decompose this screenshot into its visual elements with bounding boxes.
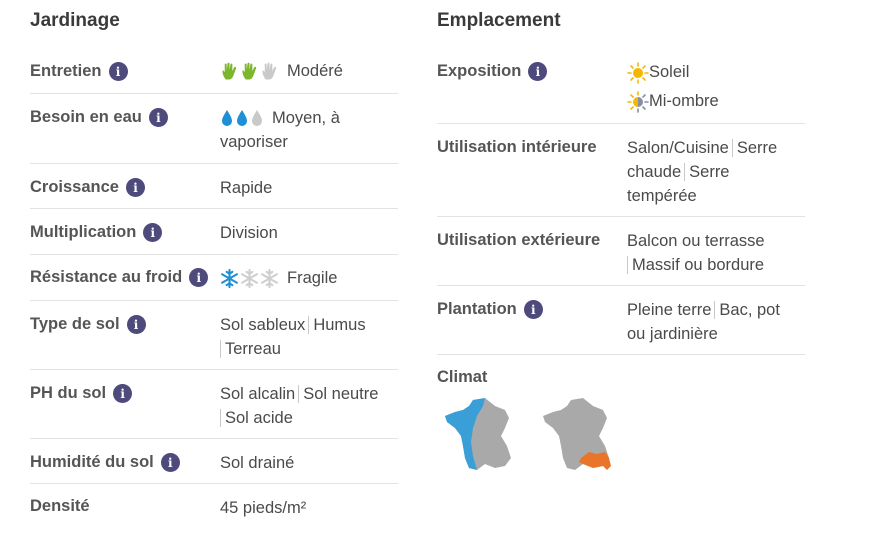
row-resistance-froid: Résistance au froid i Fragile bbox=[30, 266, 398, 301]
value-multiplication: Division bbox=[220, 224, 278, 242]
label-plantation: Plantation bbox=[437, 300, 517, 318]
entretien-hands bbox=[220, 61, 279, 81]
row-besoin-eau: Besoin en eau i Moyen, à vaporiser bbox=[30, 106, 398, 164]
eau-drops bbox=[220, 108, 264, 128]
info-icon[interactable]: i bbox=[126, 315, 146, 334]
interieure-item: Salon/Cuisine bbox=[627, 139, 729, 157]
label-type-sol: Type de sol bbox=[30, 315, 120, 333]
label-entretien: Entretien bbox=[30, 62, 102, 80]
row-plantation: Plantation i Pleine terre Bac, pot ou jar… bbox=[437, 298, 805, 355]
climat-mediterraneen-map bbox=[543, 398, 611, 470]
plantation-item: Bac, pot bbox=[714, 301, 780, 319]
row-densite: Densité 45 pieds/m² bbox=[30, 496, 398, 526]
label-densite: Densité bbox=[30, 497, 90, 515]
info-icon[interactable]: i bbox=[189, 268, 209, 287]
plantation-item: Pleine terre bbox=[627, 301, 712, 319]
climat-ouest-map bbox=[445, 398, 511, 470]
hand-icon bbox=[262, 62, 277, 80]
info-icon[interactable]: i bbox=[125, 178, 145, 197]
label-humidite-sol: Humidité du sol bbox=[30, 453, 154, 471]
type-sol-item: Terreau bbox=[220, 340, 281, 358]
value-croissance: Rapide bbox=[220, 179, 273, 197]
value-besoin-eau-2: vaporiser bbox=[220, 133, 288, 151]
row-utilisation-exterieure: Utilisation extérieure Balcon ou terrass… bbox=[437, 229, 805, 286]
row-entretien: Entretien i Modéré bbox=[30, 58, 398, 94]
row-multiplication: Multiplication i Division bbox=[30, 221, 398, 255]
interieure-item: Serre bbox=[731, 139, 778, 157]
value-humidite-sol: Sol drainé bbox=[220, 454, 295, 472]
half-sun-icon bbox=[627, 90, 649, 113]
hand-icon bbox=[222, 62, 237, 80]
label-utilisation-exterieure: Utilisation extérieure bbox=[437, 231, 601, 249]
snowflake-icon bbox=[221, 268, 238, 288]
exposition-item: Mi-ombre bbox=[649, 92, 719, 110]
drop-icon bbox=[222, 110, 232, 126]
info-icon[interactable]: i bbox=[113, 384, 133, 403]
row-humidite-sol: Humidité du sol i Sol drainé bbox=[30, 451, 398, 484]
label-climat: Climat bbox=[437, 368, 488, 386]
label-multiplication: Multiplication bbox=[30, 223, 137, 241]
drop-icon bbox=[237, 110, 247, 126]
exposition-item: Soleil bbox=[649, 63, 690, 81]
snowflake-icon bbox=[261, 268, 278, 288]
value-besoin-eau-1: Moyen, à bbox=[272, 109, 340, 127]
label-ph-sol: PH du sol bbox=[30, 384, 107, 402]
row-ph-sol: PH du sol i Sol alcalin Sol neutre Sol ac… bbox=[30, 382, 398, 439]
label-utilisation-interieure: Utilisation intérieure bbox=[437, 138, 597, 156]
value-resistance-froid: Fragile bbox=[287, 269, 338, 287]
interieure-item: chaude bbox=[627, 163, 682, 181]
plantation-item: ou jardinière bbox=[627, 325, 718, 343]
drop-icon bbox=[252, 110, 262, 126]
interieure-item: tempérée bbox=[627, 187, 697, 205]
info-icon[interactable]: i bbox=[108, 62, 128, 81]
emplacement-title: Emplacement bbox=[437, 10, 561, 31]
snowflake-icon bbox=[241, 268, 258, 288]
info-icon[interactable]: i bbox=[148, 108, 168, 127]
row-croissance: Croissance i Rapide bbox=[30, 176, 398, 209]
row-exposition: Exposition i Soleil Mi-ombre bbox=[437, 58, 805, 124]
info-icon[interactable]: i bbox=[528, 62, 548, 81]
sun-icon bbox=[627, 61, 649, 84]
exterieure-item: Balcon ou terrasse bbox=[627, 232, 765, 250]
value-entretien: Modéré bbox=[287, 62, 343, 80]
ph-sol-item: Sol alcalin bbox=[220, 385, 296, 403]
type-sol-item: Sol sableux bbox=[220, 316, 306, 334]
label-exposition: Exposition bbox=[437, 62, 522, 80]
froid-flakes bbox=[220, 268, 279, 288]
label-resistance-froid: Résistance au froid bbox=[30, 268, 183, 286]
jardinage-title: Jardinage bbox=[30, 10, 120, 31]
interieure-item: Serre bbox=[684, 163, 730, 181]
info-icon[interactable]: i bbox=[143, 223, 163, 242]
hand-icon bbox=[242, 62, 257, 80]
value-densite: 45 pieds/m² bbox=[220, 499, 307, 517]
row-type-sol: Type de sol i Sol sableux Humus Terreau bbox=[30, 313, 398, 370]
info-icon[interactable]: i bbox=[160, 453, 180, 472]
label-besoin-eau: Besoin en eau bbox=[30, 108, 142, 126]
ph-sol-item: Sol acide bbox=[220, 409, 293, 427]
label-croissance: Croissance bbox=[30, 178, 119, 196]
info-icon[interactable]: i bbox=[523, 300, 543, 319]
type-sol-item: Humus bbox=[308, 316, 366, 334]
row-utilisation-interieure: Utilisation intérieure Salon/Cuisine Serr… bbox=[437, 136, 805, 217]
ph-sol-item: Sol neutre bbox=[298, 385, 379, 403]
exterieure-item: Massif ou bordure bbox=[627, 256, 765, 274]
